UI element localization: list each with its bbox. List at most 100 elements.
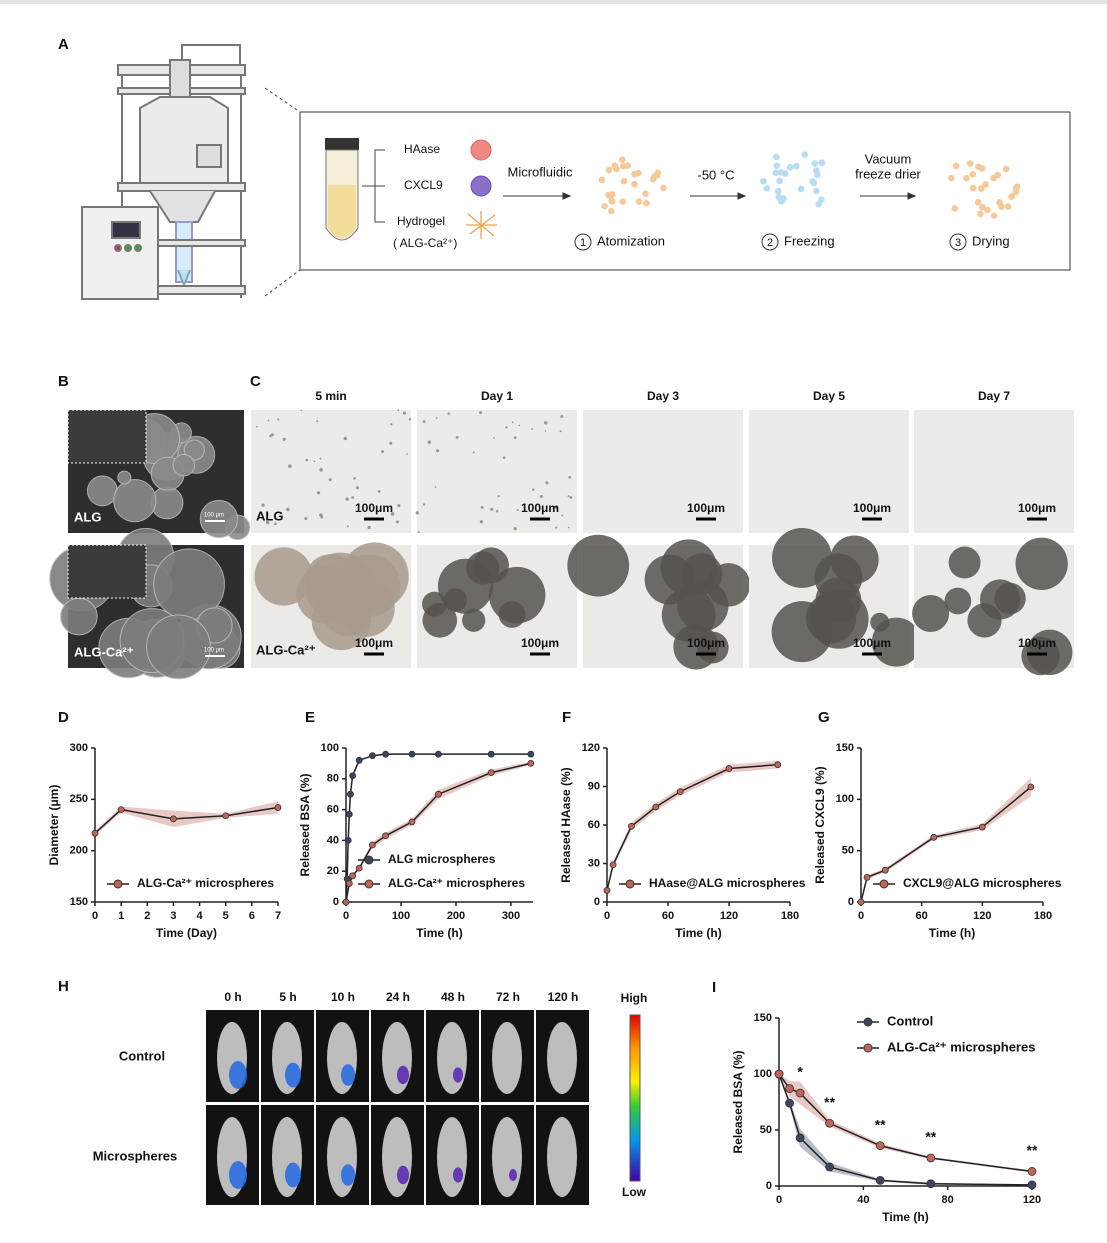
signal xyxy=(397,1065,409,1085)
data-point xyxy=(368,841,376,849)
sem-inset xyxy=(67,544,147,599)
data-point xyxy=(487,769,495,777)
mouse xyxy=(437,1022,467,1094)
y-tick-label: 50 xyxy=(842,845,854,857)
x-tick-label: 40 xyxy=(857,1194,869,1206)
data-point xyxy=(881,866,889,874)
particle xyxy=(605,166,613,174)
debris xyxy=(493,437,495,439)
microsphere xyxy=(1015,537,1068,590)
data-point xyxy=(487,750,495,758)
debris xyxy=(282,437,286,441)
debris xyxy=(435,417,438,420)
data-point xyxy=(785,1084,794,1093)
legend-marker xyxy=(879,879,889,889)
y-tick-label: 120 xyxy=(582,742,600,754)
data-point xyxy=(355,864,363,872)
particle xyxy=(990,212,998,219)
time-label: 5 h xyxy=(279,990,296,1004)
x-tick-label: 5 xyxy=(223,910,229,922)
legend-label: CXCL9@ALG microspheres xyxy=(903,876,1062,890)
legend-label: Control xyxy=(887,1013,933,1028)
debris xyxy=(351,496,354,499)
optical-scale-label: 100μm xyxy=(355,501,393,515)
debris xyxy=(472,451,475,454)
x-tick-label: 80 xyxy=(942,1194,954,1206)
debris xyxy=(395,520,399,524)
particle xyxy=(773,162,781,170)
microsphere xyxy=(948,546,981,579)
debris xyxy=(447,412,450,415)
particle xyxy=(760,177,767,185)
debris xyxy=(286,507,290,512)
debris xyxy=(434,486,437,488)
debris xyxy=(531,428,534,430)
significance: ** xyxy=(925,1129,936,1145)
debris xyxy=(417,531,420,534)
particle xyxy=(978,165,986,172)
optical-image xyxy=(417,410,577,533)
particle xyxy=(654,169,662,177)
debris xyxy=(495,509,499,513)
y-tick-label: 60 xyxy=(588,819,600,831)
column-label: 5 min xyxy=(315,389,346,403)
panel-label: H xyxy=(58,978,69,995)
y-tick-label: 150 xyxy=(70,896,88,908)
debris xyxy=(511,421,514,424)
legend-marker xyxy=(625,879,635,889)
y-tick-label: 60 xyxy=(327,804,339,816)
step-number-circle xyxy=(949,233,967,251)
microsphere xyxy=(980,579,1021,620)
particle xyxy=(982,181,990,188)
column-label: Day 7 xyxy=(978,389,1010,403)
x-tick-label: 0 xyxy=(858,910,864,922)
debris xyxy=(479,520,483,524)
error-band xyxy=(607,760,778,892)
data-point xyxy=(117,806,125,813)
x-tick-label: 180 xyxy=(1034,910,1052,922)
significance: ** xyxy=(1027,1142,1038,1158)
series-line xyxy=(345,762,531,903)
data-point xyxy=(676,788,684,796)
particle xyxy=(811,160,818,167)
y-tick-label: 40 xyxy=(327,834,339,846)
arrow-label: freeze drier xyxy=(855,166,921,181)
x-tick-label: 60 xyxy=(916,910,928,922)
sem-particle xyxy=(199,499,239,539)
data-point xyxy=(527,750,535,758)
legend-label: ALG microspheres xyxy=(388,852,496,866)
data-point xyxy=(785,1098,794,1108)
debris xyxy=(367,525,371,530)
microsphere xyxy=(567,534,630,597)
legend-label: ALG-Ca²⁺ microspheres xyxy=(388,876,525,890)
mouse xyxy=(492,1022,522,1094)
debris xyxy=(479,411,483,415)
step-number: 2 xyxy=(767,237,773,249)
optical-scale-label: 100μm xyxy=(853,636,891,650)
hydrogel-icon xyxy=(466,211,497,239)
haase-icon xyxy=(470,139,492,161)
particle xyxy=(810,179,818,187)
significance: ** xyxy=(824,1094,835,1110)
sem-particle xyxy=(60,597,98,636)
x-tick-label: 60 xyxy=(662,910,674,922)
row-label: Control xyxy=(119,1048,165,1063)
panel-label: A xyxy=(58,36,69,53)
debris xyxy=(267,419,270,422)
y-tick-label: 150 xyxy=(836,742,854,754)
legend-label: HAase@ALG microspheres xyxy=(649,876,806,890)
time-label: 48 h xyxy=(441,990,465,1004)
y-tick-label: 0 xyxy=(594,896,600,908)
signal xyxy=(285,1062,301,1088)
sem-row-label: ALG-Ca²⁺ xyxy=(74,644,134,659)
arrow-label: Vacuum xyxy=(865,151,912,166)
y-tick-label: 100 xyxy=(754,1068,772,1080)
column-label: Day 1 xyxy=(481,389,513,403)
debris xyxy=(516,508,519,512)
data-point xyxy=(349,872,357,880)
particle xyxy=(620,178,628,185)
significance: ** xyxy=(875,1116,886,1132)
optical-image xyxy=(583,410,743,533)
particle xyxy=(642,190,649,198)
debris xyxy=(505,426,508,429)
